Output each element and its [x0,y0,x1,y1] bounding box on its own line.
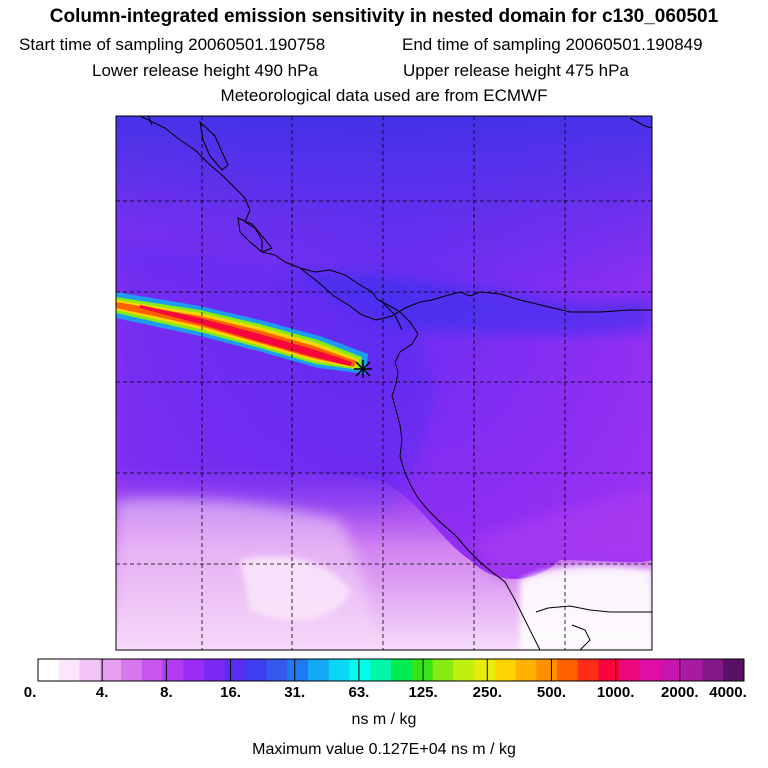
colorbar-swatch [307,659,330,681]
coast-segment [571,624,591,650]
colorbar-swatch [432,659,454,681]
map-area [116,116,652,650]
colorbar-swatch [58,659,81,681]
colorbar-tick-label: 500. [536,684,567,701]
colorbar-swatch [224,659,247,681]
colorbar-swatch [79,659,101,681]
colorbar-swatch [38,659,60,681]
marker-stroke [355,361,371,377]
colorbar [37,658,745,682]
island-outline [237,217,273,253]
lower-release-label: Lower release height 490 hPa [92,61,318,80]
maximum-value-label: Maximum value 0.127E+04 ns m / kg [252,741,516,758]
colorbar-swatch [640,659,662,681]
mainland-coastline [139,116,541,650]
colorbar-tick-label: 4. [95,684,109,701]
colorbar-tick-label: 4000. [709,684,747,701]
colorbar-swatch [474,659,496,681]
chart-title: Column-integrated emission sensitivity i… [49,6,719,27]
colorbar-swatch [557,659,579,681]
inland-boundary [535,605,652,613]
colorbar-swatch [204,659,226,681]
colorbar-swatch [536,659,558,681]
coast-segment [379,299,403,331]
colorbar-tick-label: 125. [408,684,438,701]
colorbar-tick-label: 0. [23,684,37,701]
map-frame [115,115,653,651]
colorbar-swatch [660,659,683,681]
colorbar-swatch [328,659,350,681]
colorbar-units: ns m / kg [351,711,417,728]
emission-plume [116,292,368,374]
southeast-purple-band [470,490,652,580]
colorbar-tick-label: 31. [284,684,306,701]
colorbar-swatch [349,659,371,681]
colorbar-swatch [494,659,517,681]
coast-segment [147,116,153,126]
island-outline [199,120,229,171]
colorbar-tick-label: 1000. [596,684,635,701]
met-data-label: Meteorological data used are from ECMWF [220,86,548,105]
start-time-label: Start time of sampling 20060501.190758 [19,35,326,54]
colorbar-swatch [183,659,205,681]
colorbar-tick-label: 8. [160,684,173,701]
colorbar-swatch [141,659,164,681]
colorbar-swatch [515,659,537,681]
colorbar-swatch [100,659,122,681]
colorbar-swatch [702,659,724,681]
colorbar-tick-label: 16. [220,684,241,701]
south-central-white-patch [240,556,350,621]
southeast-white-patch [520,565,652,650]
colorbar-tick-label: 250. [472,684,502,701]
release-point-marker [354,360,372,378]
colorbar-swatch [245,659,267,681]
eastward-blue-band [280,270,652,335]
colorbar-tick-label: 63. [348,684,370,701]
colorbar-swatch [453,659,475,681]
upper-release-label: Upper release height 475 hPa [403,61,629,80]
colorbar-tick-label: 2000. [661,684,699,701]
colorbar-swatch [619,659,641,681]
colorbar-swatch [162,659,184,681]
colorbar-swatch [391,659,413,681]
colorbar-swatch [681,659,703,681]
coastlines [139,116,652,650]
colorbar-swatch [411,659,434,681]
colorbar-swatch [577,659,600,681]
colorbar-swatch [723,659,745,681]
colorbar-swatch [121,659,143,681]
colorbar-swatch [287,659,309,681]
colorbar-swatch [370,659,392,681]
inland-boundary [299,267,652,321]
colorbar-swatch [598,659,620,681]
plume-core [140,305,352,366]
colorbar-frame [37,658,745,682]
lat-lon-grid [116,116,652,650]
coast-segment [629,117,652,129]
colorbar-swatch [266,659,288,681]
end-time-label: End time of sampling 20060501.190849 [402,35,703,54]
